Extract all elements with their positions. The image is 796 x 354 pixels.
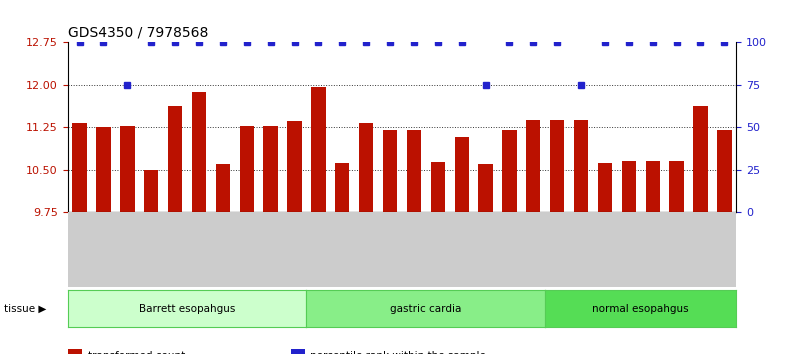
- Bar: [693, 107, 708, 212]
- Bar: [311, 87, 326, 212]
- Text: Barrett esopahgus: Barrett esopahgus: [139, 304, 236, 314]
- Bar: [287, 121, 302, 212]
- Bar: [216, 164, 230, 212]
- Bar: [72, 124, 87, 212]
- Bar: [717, 130, 732, 212]
- Bar: [431, 162, 445, 212]
- Text: GDS4350 / 7978568: GDS4350 / 7978568: [68, 26, 208, 40]
- Bar: [502, 130, 517, 212]
- Bar: [646, 161, 660, 212]
- Bar: [407, 130, 421, 212]
- Bar: [550, 120, 564, 212]
- Bar: [622, 161, 636, 212]
- Bar: [335, 163, 349, 212]
- Bar: [240, 126, 254, 212]
- Bar: [192, 92, 206, 212]
- Bar: [120, 126, 135, 212]
- Bar: [96, 127, 111, 212]
- Text: normal esopahgus: normal esopahgus: [592, 304, 689, 314]
- Text: transformed count: transformed count: [88, 351, 185, 354]
- Text: gastric cardia: gastric cardia: [390, 304, 462, 314]
- Bar: [669, 161, 684, 212]
- Bar: [574, 120, 588, 212]
- Bar: [359, 124, 373, 212]
- Bar: [455, 137, 469, 212]
- Bar: [383, 130, 397, 212]
- Text: percentile rank within the sample: percentile rank within the sample: [310, 351, 486, 354]
- Bar: [144, 170, 158, 212]
- Bar: [598, 163, 612, 212]
- Bar: [526, 120, 540, 212]
- Bar: [478, 164, 493, 212]
- Bar: [168, 107, 182, 212]
- Bar: [263, 126, 278, 212]
- Text: tissue ▶: tissue ▶: [4, 304, 46, 314]
